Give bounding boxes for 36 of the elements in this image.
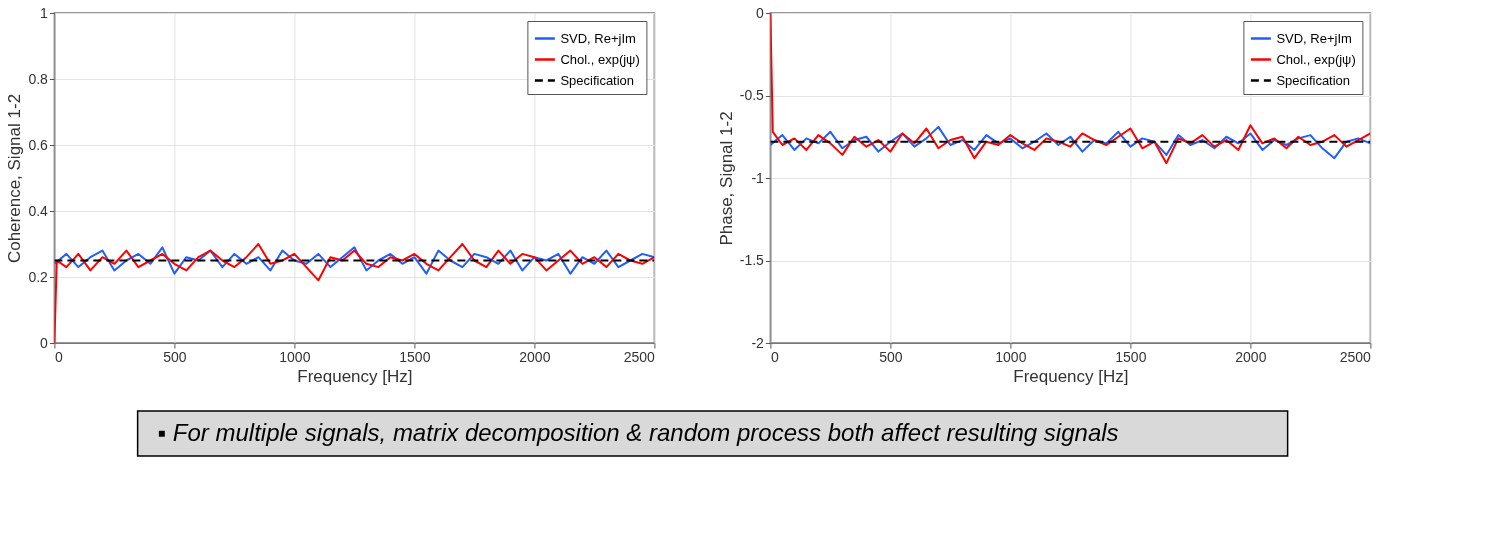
- x-tick-label: 1000: [995, 348, 1027, 365]
- y-tick-label: -1.5: [739, 252, 765, 268]
- legend-label: Specification: [1276, 72, 1351, 88]
- x-tick-label: 2000: [519, 348, 551, 365]
- x-tick-label: 1000: [279, 348, 311, 365]
- y-tick-label: 0.4: [28, 202, 49, 219]
- legend-label: SVD, Re+jIm: [1276, 30, 1352, 46]
- y-tick-label: 1: [40, 4, 49, 21]
- line-series: [770, 125, 1371, 160]
- y-tick-label: 0: [756, 4, 765, 21]
- x-tick-label: 500: [163, 348, 187, 365]
- text: ▪ For multiple signals, matrix decomposition & random process both affect resulting signals: [157, 418, 1119, 446]
- line-series: [54, 246, 655, 275]
- x-axis-title: Frequency [Hz]: [1013, 366, 1129, 386]
- y-axis-title: Phase, Signal 1-2: [716, 111, 736, 246]
- y-tick-label: 0.6: [28, 136, 49, 153]
- y-tick-label: -2: [751, 334, 765, 351]
- y-axis-title: Coherence, Signal 1-2: [5, 93, 25, 264]
- legend-label: Chol., exp(jψ): [1276, 51, 1356, 67]
- y-tick-label: 0: [40, 334, 49, 351]
- x-tick-label: 1500: [399, 348, 431, 365]
- x-tick-label: 2000: [1235, 348, 1267, 365]
- x-axis-title: Frequency [Hz]: [297, 366, 413, 386]
- y-tick-label: -1: [751, 169, 765, 186]
- legend-label: Chol., exp(jψ): [560, 51, 640, 67]
- legend-label: Specification: [560, 72, 635, 88]
- y-tick-label: -0.5: [739, 87, 765, 103]
- y-tick-label: 0.2: [28, 268, 49, 285]
- x-tick-label: 0: [54, 348, 63, 365]
- x-tick-label: 2500: [623, 348, 656, 365]
- x-tick-label: 2500: [1339, 348, 1372, 365]
- x-tick-label: 0: [770, 348, 779, 365]
- x-tick-label: 1500: [1115, 348, 1147, 365]
- x-tick-label: 500: [879, 348, 903, 365]
- y-tick-label: 0.8: [28, 70, 49, 87]
- legend-label: SVD, Re+jIm: [560, 30, 636, 46]
